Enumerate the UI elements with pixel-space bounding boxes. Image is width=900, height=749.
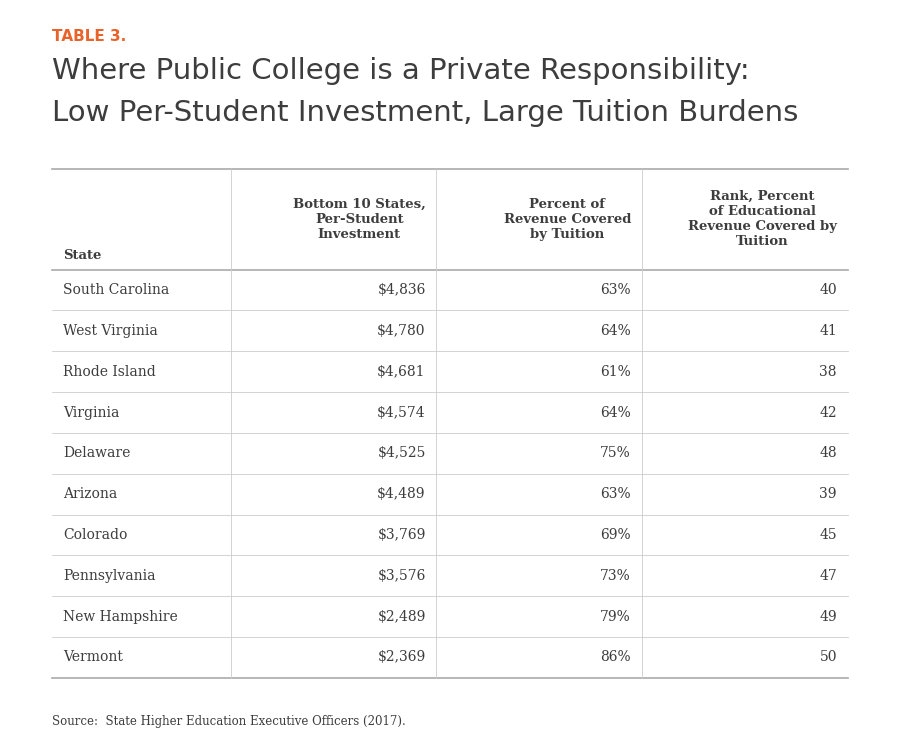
Text: 39: 39 — [820, 487, 837, 501]
Text: West Virginia: West Virginia — [63, 324, 158, 338]
Text: $4,525: $4,525 — [377, 446, 426, 461]
Text: Where Public College is a Private Responsibility:: Where Public College is a Private Respon… — [52, 57, 750, 85]
Text: Rank, Percent
of Educational
Revenue Covered by
Tuition: Rank, Percent of Educational Revenue Cov… — [688, 190, 837, 248]
Text: $2,369: $2,369 — [377, 650, 426, 664]
Text: Bottom 10 States,
Per-Student
Investment: Bottom 10 States, Per-Student Investment — [292, 198, 426, 240]
Text: $2,489: $2,489 — [377, 610, 426, 624]
Text: 61%: 61% — [600, 365, 631, 379]
Text: Virginia: Virginia — [63, 405, 120, 419]
Text: $4,780: $4,780 — [377, 324, 426, 338]
Text: Percent of
Revenue Covered
by Tuition: Percent of Revenue Covered by Tuition — [504, 198, 631, 240]
Text: 45: 45 — [819, 528, 837, 542]
Text: Delaware: Delaware — [63, 446, 130, 461]
Text: State: State — [63, 249, 102, 262]
Text: Low Per-Student Investment, Large Tuition Burdens: Low Per-Student Investment, Large Tuitio… — [52, 100, 798, 127]
Text: 63%: 63% — [600, 487, 631, 501]
Text: 75%: 75% — [600, 446, 631, 461]
Text: $4,681: $4,681 — [377, 365, 426, 379]
Text: New Hampshire: New Hampshire — [63, 610, 178, 624]
Text: 73%: 73% — [600, 568, 631, 583]
Text: $3,576: $3,576 — [377, 568, 426, 583]
Text: Rhode Island: Rhode Island — [63, 365, 156, 379]
Text: $3,769: $3,769 — [377, 528, 426, 542]
Text: 41: 41 — [819, 324, 837, 338]
Text: 64%: 64% — [600, 405, 631, 419]
Text: 63%: 63% — [600, 283, 631, 297]
Text: 69%: 69% — [600, 528, 631, 542]
Text: Colorado: Colorado — [63, 528, 128, 542]
Text: 40: 40 — [819, 283, 837, 297]
Text: 47: 47 — [819, 568, 837, 583]
Text: Pennsylvania: Pennsylvania — [63, 568, 156, 583]
Text: Vermont: Vermont — [63, 650, 123, 664]
Text: Arizona: Arizona — [63, 487, 117, 501]
Text: $4,489: $4,489 — [377, 487, 426, 501]
Text: South Carolina: South Carolina — [63, 283, 169, 297]
Text: 86%: 86% — [600, 650, 631, 664]
Text: 38: 38 — [820, 365, 837, 379]
Text: 64%: 64% — [600, 324, 631, 338]
Text: 49: 49 — [819, 610, 837, 624]
Text: 50: 50 — [820, 650, 837, 664]
Text: Source:  State Higher Education Executive Officers (2017).: Source: State Higher Education Executive… — [52, 715, 406, 728]
Text: 48: 48 — [819, 446, 837, 461]
Text: 79%: 79% — [600, 610, 631, 624]
Text: $4,574: $4,574 — [377, 405, 426, 419]
Text: TABLE 3.: TABLE 3. — [52, 29, 126, 44]
Text: $4,836: $4,836 — [377, 283, 426, 297]
Text: 42: 42 — [819, 405, 837, 419]
